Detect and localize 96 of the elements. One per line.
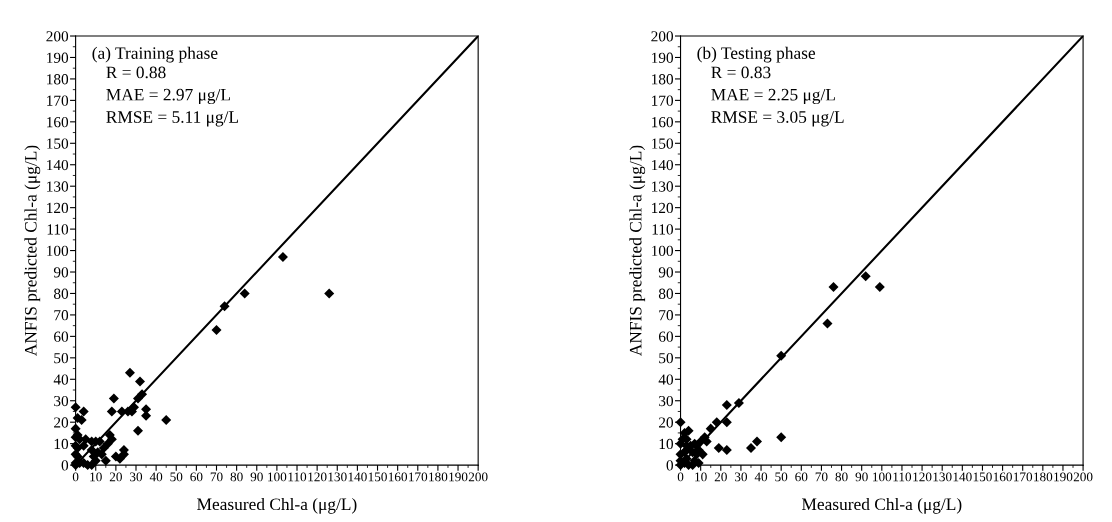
x-axis-title: Measured Chl-a (μg/L) — [197, 497, 357, 514]
y-tick-label: 50 — [659, 352, 674, 364]
x-tick-label: 80 — [835, 472, 848, 482]
y-tick-label: 80 — [658, 288, 674, 299]
y-tick-label: 170 — [652, 95, 674, 106]
y-tick-label: 200 — [46, 31, 69, 42]
x-tick-label: 80 — [230, 472, 243, 482]
x-tick-label: 70 — [815, 472, 828, 482]
annotation: MAE = 2.25 μg/L — [711, 88, 835, 105]
y-tick-label: 140 — [47, 159, 69, 171]
x-tick-label: 180 — [429, 472, 448, 482]
x-tick-label: 120 — [308, 472, 327, 482]
x-tick-label: 190 — [449, 472, 468, 482]
x-tick-label: 40 — [754, 472, 768, 482]
y-tick-label: 30 — [54, 395, 69, 407]
x-tick-label: 60 — [795, 472, 808, 482]
y-tick-label: 180 — [652, 74, 674, 85]
y-tick-label: 170 — [47, 95, 69, 106]
x-tick-label: 20 — [714, 472, 727, 482]
y-tick-label: 120 — [652, 202, 674, 214]
x-tick-label: 200 — [1073, 472, 1093, 482]
x-tick-label: 90 — [250, 472, 263, 482]
y-tick-label: 50 — [54, 352, 69, 364]
x-tick-label: 140 — [348, 472, 367, 482]
y-tick-label: 20 — [54, 417, 69, 428]
y-tick-label: 200 — [651, 31, 674, 42]
y-tick-label: 110 — [652, 224, 674, 235]
x-tick-label: 160 — [388, 472, 408, 482]
x-tick-label: 170 — [1013, 472, 1033, 482]
x-tick-label: 130 — [933, 472, 952, 482]
y-tick-label: 90 — [53, 267, 69, 278]
y-tick-label: 190 — [652, 52, 674, 63]
annotation: R = 0.83 — [711, 66, 771, 79]
y-axis-title: ANFIS predicted Chl-a (μg/L) — [629, 145, 646, 357]
annotation: RMSE = 3.05 μg/L — [711, 111, 844, 127]
x-tick-label: 150 — [368, 472, 387, 482]
x-tick-label: 100 — [873, 472, 892, 482]
x-tick-label: 10 — [90, 472, 102, 482]
y-tick-label: 160 — [652, 116, 674, 128]
text: (a) Training phase — [92, 46, 218, 63]
y-tick-label: 150 — [47, 138, 69, 149]
y-tick-label: 10 — [659, 438, 674, 450]
y-tick-label: 80 — [53, 288, 69, 299]
y-axis-title: ANFIS predicted Chl-a (μg/L) — [24, 145, 41, 357]
x-tick-label: 100 — [268, 472, 287, 482]
x-tick-label: 40 — [149, 472, 163, 482]
y-tick-label: 40 — [53, 374, 69, 385]
x-tick-label: 200 — [468, 472, 488, 482]
y-tick-label: 0 — [61, 460, 69, 471]
y-tick-label: 110 — [47, 224, 69, 235]
x-tick-label: 70 — [210, 472, 223, 482]
y-tick-label: 100 — [47, 245, 69, 257]
y-tick-label: 20 — [658, 417, 674, 428]
x-tick-label: 0 — [72, 472, 79, 482]
y-tick-label: 150 — [652, 138, 674, 149]
y-tick-label: 120 — [47, 202, 69, 214]
y-tick-label: 100 — [652, 245, 674, 257]
y-tick-label: 180 — [47, 74, 69, 85]
y-tick-label: 30 — [659, 395, 674, 407]
y-tick-label: 10 — [54, 438, 69, 450]
x-tick-label: 10 — [695, 472, 707, 482]
y-tick-label: 160 — [47, 116, 69, 128]
x-tick-label: 130 — [328, 472, 347, 482]
x-tick-label: 110 — [288, 472, 307, 482]
x-tick-label: 150 — [973, 472, 992, 482]
annotation: MAE = 2.97 μg/L — [106, 88, 230, 105]
y-tick-label: 130 — [47, 181, 69, 192]
x-tick-label: 0 — [677, 472, 684, 482]
x-tick-label: 30 — [130, 472, 143, 482]
y-tick-label: 130 — [652, 181, 674, 192]
y-tick-label: 40 — [658, 374, 674, 385]
x-tick-label: 50 — [775, 472, 788, 482]
x-tick-label: 30 — [734, 472, 748, 482]
y-tick-label: 60 — [658, 331, 674, 342]
annotation: RMSE = 5.11 μg/L — [106, 111, 238, 127]
x-tick-label: 60 — [190, 472, 203, 482]
x-tick-label: 20 — [109, 472, 122, 482]
x-tick-label: 180 — [1034, 472, 1053, 482]
x-tick-label: 190 — [1054, 472, 1073, 482]
x-tick-label: 110 — [893, 472, 912, 482]
y-tick-label: 70 — [54, 310, 69, 321]
text: (b) Testing phase — [697, 46, 816, 63]
x-tick-label: 120 — [913, 472, 932, 482]
y-tick-label: 60 — [54, 331, 69, 342]
y-tick-label: 90 — [658, 267, 674, 278]
x-tick-label: 50 — [170, 472, 183, 482]
x-tick-label: 140 — [953, 472, 972, 482]
y-tick-label: 0 — [666, 460, 674, 471]
annotation: R = 0.88 — [106, 66, 166, 79]
x-tick-label: 90 — [855, 472, 868, 482]
x-axis-title: Measured Chl-a (μg/L) — [801, 497, 962, 514]
y-tick-label: 70 — [659, 310, 674, 321]
x-tick-label: 170 — [409, 472, 428, 482]
y-tick-label: 140 — [652, 159, 674, 171]
y-tick-label: 190 — [47, 52, 69, 63]
x-tick-label: 160 — [993, 472, 1012, 482]
